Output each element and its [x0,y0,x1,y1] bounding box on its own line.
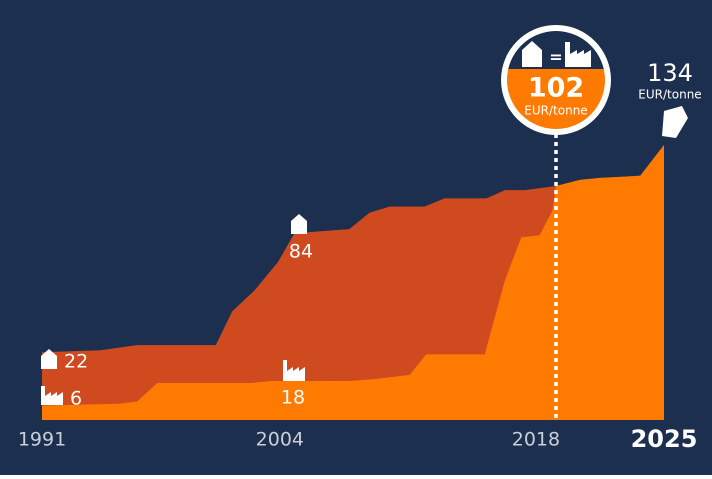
x-tick-label: 2004 [256,429,304,451]
areas [42,145,664,420]
annotation: 18 [281,387,305,409]
callout-bottom [507,69,605,129]
factory-icon [283,360,305,381]
x-axis: 1991 2004 2018 2025 [18,425,698,453]
house-icon [41,349,57,369]
final-unit: EUR/tonne [638,88,701,102]
factory-icon [565,42,591,67]
factory-icon [41,386,63,405]
x-tick-label: 1991 [18,429,66,451]
final-value: 134 [647,59,693,87]
house-icon [522,41,542,67]
annotation: 22 [64,351,88,373]
callout-unit: EUR/tonne [524,104,587,118]
x-tick-label: 2018 [512,429,560,451]
callout-value: 102 [528,73,584,104]
equals: = [549,48,562,67]
annotation: 84 [289,241,313,263]
flag-icon [662,106,688,138]
x-tick-label: 2025 [631,425,698,453]
house-icon [291,214,307,234]
annotation: 6 [70,388,82,410]
area [42,145,664,420]
